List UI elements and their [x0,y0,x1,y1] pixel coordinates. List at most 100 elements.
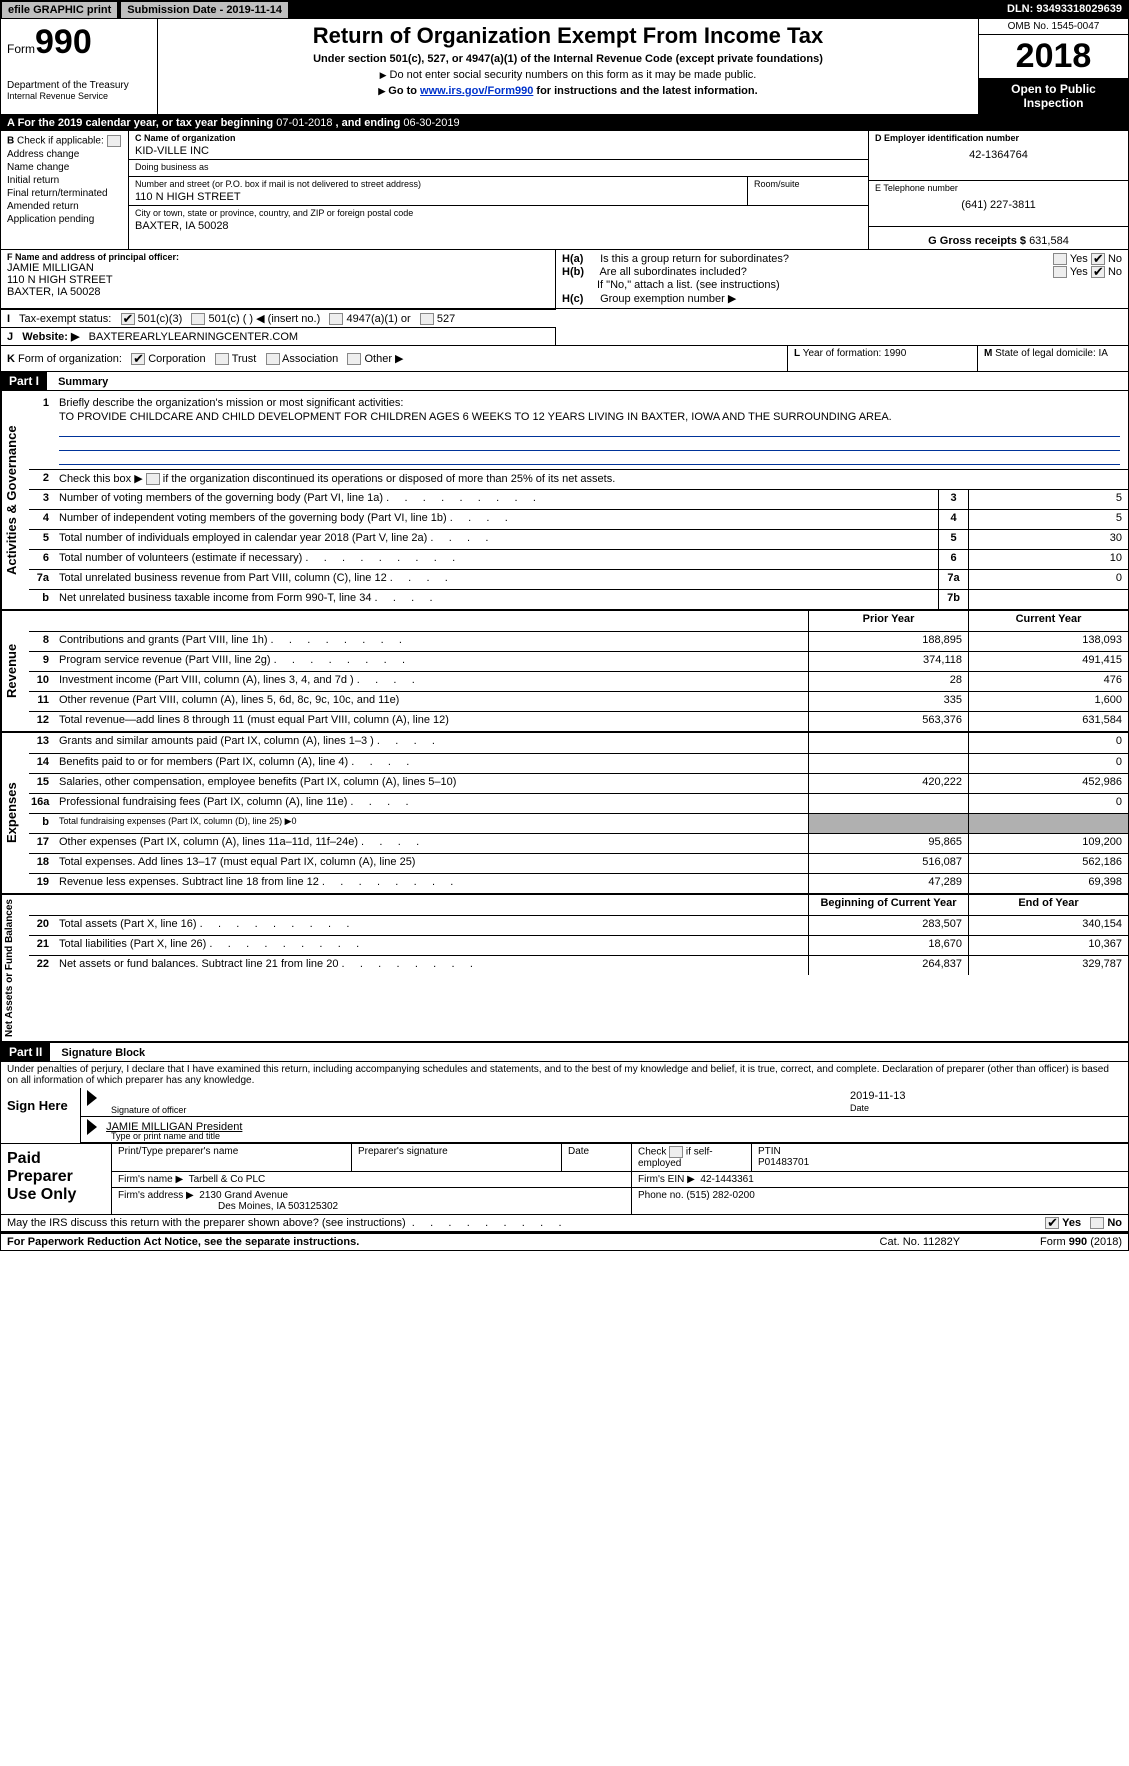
no-label: No [1108,266,1122,278]
firm-addr-cell: Firm's address ▶ 2130 Grand Avenue Des M… [112,1188,632,1214]
dots [383,492,536,504]
org-name: KID-VILLE INC [135,145,862,157]
line-num: b [29,814,55,833]
officer-left: F Name and address of principal officer:… [1,250,556,308]
efile-button[interactable]: efile GRAPHIC print [1,1,118,19]
line-num: 20 [29,916,55,935]
line-curr: 0 [968,794,1128,813]
j-label: J [7,331,13,343]
checkbox-icon[interactable] [1045,1217,1059,1229]
part1-bar: Part I Summary [1,372,1128,391]
line-prior: 335 [808,692,968,711]
sig-date-col: 2019-11-13 Date [842,1090,1122,1114]
checkbox-icon[interactable] [131,353,145,365]
l7a-d: Total unrelated business revenue from Pa… [59,572,387,584]
line-desc: Net unrelated business taxable income fr… [55,590,938,609]
line-row: 21 Total liabilities (Part X, line 26) 1… [29,935,1128,955]
checkbox-icon[interactable] [121,313,135,325]
checkbox-icon[interactable] [420,313,434,325]
l3-d: Number of voting members of the governin… [59,492,383,504]
checkbox-icon[interactable] [1053,266,1067,278]
line-row: 2 Check this box ▶ if the organization d… [29,469,1128,489]
checkbox-icon[interactable] [669,1146,683,1158]
line-desc [55,895,808,915]
section-governance: Activities & Governance 1 Briefly descri… [1,391,1128,611]
hdr-prior: Prior Year [808,611,968,631]
discuss-text: May the IRS discuss this return with the… [7,1217,406,1229]
part2-title: Signature Block [53,1045,153,1061]
line-curr: 476 [968,672,1128,691]
l10-d: Investment income (Part VIII, column (A)… [59,674,354,686]
line-desc: Other expenses (Part IX, column (A), lin… [55,834,808,853]
expenses-body: 13 Grants and similar amounts paid (Part… [29,733,1128,893]
dots [338,958,472,970]
dba-cell: Doing business as [129,160,868,177]
line-row: 10 Investment income (Part VIII, column … [29,671,1128,691]
line-row-header: Prior Year Current Year [29,611,1128,631]
line-row: 18 Total expenses. Add lines 13–17 (must… [29,853,1128,873]
dots [371,592,432,604]
prep-line-3: Firm's address ▶ 2130 Grand Avenue Des M… [112,1188,1128,1214]
open-inspection: Open to Public Inspection [979,78,1128,114]
korg-opt2: Trust [232,353,257,365]
h-a-line: H(a) Is this a group return for subordin… [562,253,1122,265]
line-desc: Program service revenue (Part VIII, line… [55,652,808,671]
arrow-icon [87,1090,97,1106]
line-num: b [29,590,55,609]
preparer-block: Paid Preparer Use Only Print/Type prepar… [1,1144,1128,1215]
checkbox-icon[interactable] [329,313,343,325]
city-cell: City or town, state or province, country… [129,206,868,234]
checkbox-icon[interactable] [1090,1217,1104,1229]
line-prior: 188,895 [808,632,968,651]
part1-header: Part I [1,372,47,390]
officer-right: H(a) Is this a group return for subordin… [556,250,1128,308]
line-num: 15 [29,774,55,793]
checkbox-icon[interactable] [215,353,229,365]
line-val [968,590,1128,609]
tax-left: I Tax-exempt status: 501(c)(3) 501(c) ( … [1,309,556,327]
submission-date-button[interactable]: Submission Date - 2019-11-14 [120,1,289,19]
b-item: Name change [7,162,122,173]
line-row: 9 Program service revenue (Part VIII, li… [29,651,1128,671]
korg-opt3: Association [282,353,338,365]
b-label: B [7,136,14,147]
prep-line-2: Firm's name ▶ Tarbell & Co PLC Firm's EI… [112,1172,1128,1188]
line-prior: 18,670 [808,936,968,955]
line-num: 11 [29,692,55,711]
checkbox-icon[interactable] [1053,253,1067,265]
line-num: 19 [29,874,55,893]
form-subtitle: Under section 501(c), 527, or 4947(a)(1)… [164,53,972,65]
prep-line-1: Print/Type preparer's name Preparer's si… [112,1144,1128,1172]
irs-link[interactable]: www.irs.gov/Form990 [420,85,533,97]
l21-d: Total liabilities (Part X, line 26) [59,938,206,950]
line-num: 8 [29,632,55,651]
street-cell: Number and street (or P.O. box if mail i… [129,177,748,206]
checkbox-icon[interactable] [266,353,280,365]
line-curr: 562,186 [968,854,1128,873]
col-m: M State of legal domicile: IA [978,346,1128,371]
line-row: 4 Number of independent voting members o… [29,509,1128,529]
org-name-label: C Name of organization [135,133,862,143]
line-prior: 28 [808,672,968,691]
checkbox-icon[interactable] [347,353,361,365]
line-curr: 10,367 [968,936,1128,955]
checkbox-icon[interactable] [191,313,205,325]
checkbox-icon[interactable] [1091,266,1105,278]
line-num [29,611,55,631]
firm-ein-cell: Firm's EIN ▶ 42-1443361 [632,1172,1128,1187]
line-desc: Salaries, other compensation, employee b… [55,774,808,793]
footer-right-pre: Form [1040,1236,1069,1248]
officer-label: F Name and address of principal officer: [7,252,549,262]
sig-date-label: Date [850,1103,869,1113]
line-num: 18 [29,854,55,873]
hdr-begin: Beginning of Current Year [808,895,968,915]
checkbox-icon[interactable] [146,473,160,485]
dots [319,876,453,888]
line-curr: 631,584 [968,712,1128,731]
l17-d: Other expenses (Part IX, column (A), lin… [59,836,358,848]
line-num: 6 [29,550,55,569]
line-num: 22 [29,956,55,975]
checkbox-icon[interactable] [107,135,121,147]
line-row: 12 Total revenue—add lines 8 through 11 … [29,711,1128,731]
web-row: J Website: ▶ BAXTEREARLYLEARNINGCENTER.C… [1,327,1128,346]
